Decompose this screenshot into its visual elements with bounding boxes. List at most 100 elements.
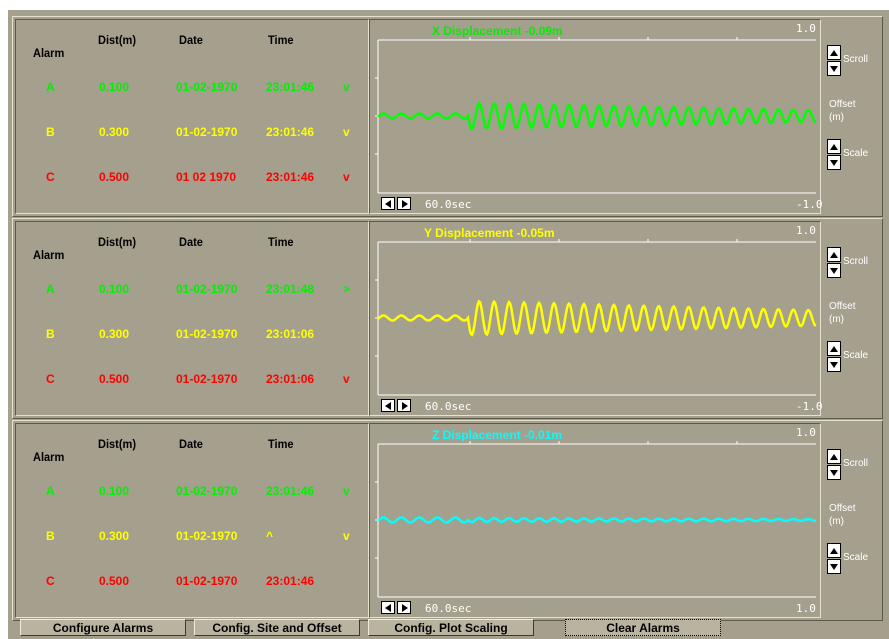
time-header: Time (268, 33, 294, 47)
graph-title: Y Displacement -0.05m (424, 226, 555, 240)
scroll-label: Scroll (843, 458, 869, 469)
scroll-right-button[interactable] (397, 399, 411, 412)
plot-area (375, 37, 817, 194)
offset-label: Offset (829, 503, 856, 514)
y-min-label: -1.0 (796, 198, 823, 211)
alarm-time: ^ (266, 529, 274, 543)
alarm-header: Alarm (33, 450, 65, 464)
scroll-up-button[interactable] (827, 247, 841, 262)
alarm-letter: C (46, 170, 55, 184)
time-header: Time (268, 437, 294, 451)
scroll-right-button[interactable] (397, 197, 411, 210)
alarm-time: 23:01:48 (266, 282, 315, 296)
scale-down-button[interactable] (827, 155, 841, 170)
scroll-down-button[interactable] (827, 465, 841, 480)
scroll-up-button[interactable] (827, 449, 841, 464)
alarm-mark: v (343, 125, 350, 139)
alarm-letter: B (46, 125, 55, 139)
displacement-trace (377, 516, 816, 524)
alarm-date: 01-02-1970 (176, 484, 238, 498)
time-window-label: 60.0sec (425, 198, 472, 211)
graph-controls: Scroll Offset (m) Scale (825, 421, 880, 618)
graph-title: Z Displacement -0.01m (432, 428, 563, 442)
graph-title: X Displacement -0.09m (432, 24, 563, 38)
alarm-dist: 0.500 (99, 170, 130, 184)
scroll-left-button[interactable] (381, 197, 395, 210)
y-max-label: 1.0 (796, 22, 816, 35)
alarm-time: 23:01:06 (266, 327, 315, 341)
scale-down-button[interactable] (827, 559, 841, 574)
alarm-dist: 0.300 (99, 529, 130, 543)
alarm-date: 01-02-1970 (176, 372, 238, 386)
alarm-dist: 0.500 (99, 574, 130, 588)
scroll-up-button[interactable] (827, 45, 841, 60)
alarm-letter: C (46, 574, 55, 588)
left-arrow-icon (385, 200, 391, 208)
date-header: Date (179, 33, 203, 47)
right-arrow-icon (402, 200, 408, 208)
displacement-trace (377, 299, 817, 337)
up-arrow-icon (830, 252, 838, 258)
down-arrow-icon (830, 564, 838, 570)
alarm-date: 01-02-1970 (176, 282, 238, 296)
alarm-dist: 0.100 (99, 80, 130, 94)
up-arrow-icon (830, 548, 838, 554)
alarm-dist: 0.300 (99, 125, 130, 139)
alarm-time: 23:01:46 (266, 574, 315, 588)
scale-up-button[interactable] (827, 139, 841, 154)
z-displacement-panel: Alarm Dist(m) Date Time A 0.100 01-02-19… (12, 420, 883, 621)
scale-label: Scale (843, 148, 869, 159)
up-arrow-icon (830, 50, 838, 56)
scale-down-button[interactable] (827, 357, 841, 372)
y-max-label: 1.0 (796, 426, 816, 439)
scale-up-button[interactable] (827, 543, 841, 558)
offset-label: Offset (829, 301, 856, 312)
alarm-date: 01-02-1970 (176, 529, 238, 543)
right-arrow-icon (402, 604, 408, 612)
scroll-left-button[interactable] (381, 399, 395, 412)
alarm-time: 23:01:46 (266, 125, 315, 139)
alarm-letter: A (46, 80, 55, 94)
alarm-time: 23:01:06 (266, 372, 315, 386)
alarm-date: 01-02-1970 (176, 327, 238, 341)
time-window-label: 60.0sec (425, 400, 472, 413)
up-arrow-icon (830, 144, 838, 150)
up-arrow-icon (830, 454, 838, 460)
alarm-mark: v (343, 372, 350, 386)
alarm-date: 01-02-1970 (176, 125, 238, 139)
dist-header: Dist(m) (98, 437, 137, 451)
scale-label: Scale (843, 350, 869, 361)
config-plot-scaling-button[interactable]: Config. Plot Scaling (368, 619, 534, 636)
alarm-time: 23:01:46 (266, 484, 315, 498)
alarm-date: 01 02 1970 (176, 170, 237, 184)
alarm-time: 23:01:46 (266, 80, 315, 94)
alarm-table: Alarm Dist(m) Date Time A 0.100 01-02-19… (15, 19, 369, 214)
clear-alarms-button[interactable]: Clear Alarms (565, 619, 721, 636)
down-arrow-icon (830, 362, 838, 368)
scroll-down-button[interactable] (827, 61, 841, 76)
alarm-letter: C (46, 372, 55, 386)
scroll-left-button[interactable] (381, 601, 395, 614)
displacement-graph: Y Displacement -0.05m 1.0 -1.0 60.0sec (369, 221, 823, 416)
alarm-letter: A (46, 282, 55, 296)
displacement-graph: X Displacement -0.09m 1.0 -1.0 60.0sec (369, 19, 823, 214)
date-header: Date (179, 437, 203, 451)
left-arrow-icon (385, 402, 391, 410)
config-site-offset-button[interactable]: Config. Site and Offset (194, 619, 360, 636)
alarm-date: 01-02-1970 (176, 80, 238, 94)
alarm-dist: 0.100 (99, 282, 130, 296)
offset-unit-label: (m) (829, 516, 844, 527)
offset-unit-label: (m) (829, 112, 844, 123)
scroll-right-button[interactable] (397, 601, 411, 614)
graph-controls: Scroll Offset (m) Scale (825, 219, 880, 416)
date-header: Date (179, 235, 203, 249)
alarm-table: Alarm Dist(m) Date Time A 0.100 01-02-19… (15, 221, 369, 416)
alarm-mark: > (343, 282, 351, 296)
configure-alarms-button[interactable]: Configure Alarms (20, 619, 186, 636)
alarm-mark: v (343, 80, 350, 94)
plot-area (375, 239, 817, 396)
alarm-date: 01-02-1970 (176, 574, 238, 588)
down-arrow-icon (830, 268, 838, 274)
scroll-down-button[interactable] (827, 263, 841, 278)
scale-up-button[interactable] (827, 341, 841, 356)
